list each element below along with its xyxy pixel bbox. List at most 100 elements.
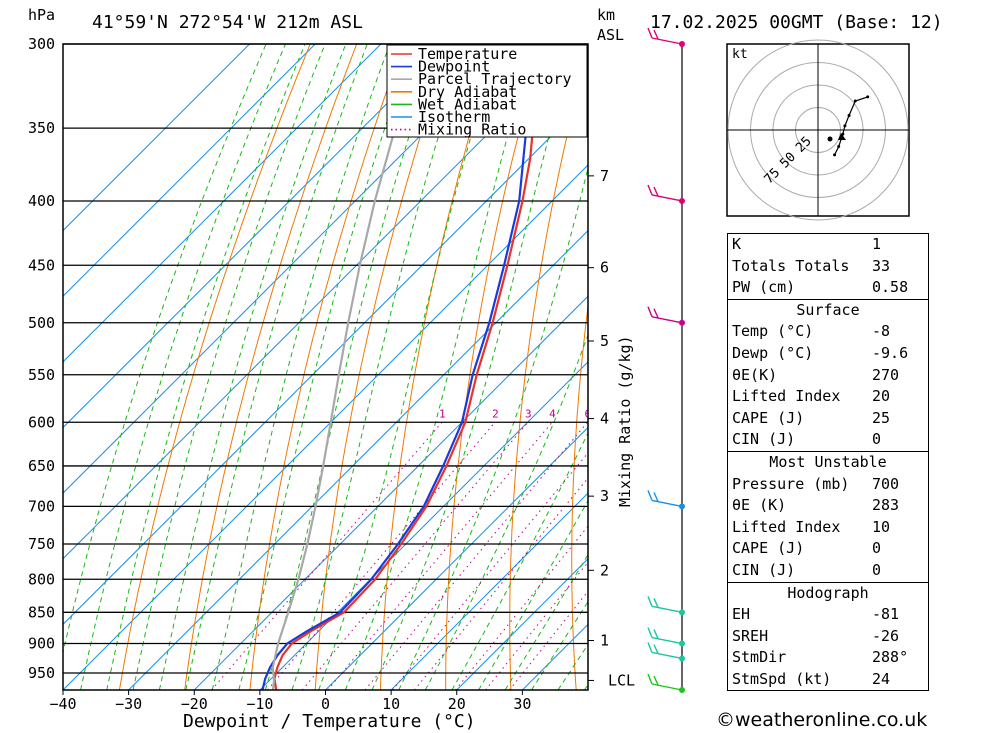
x-tick-label: 0: [321, 695, 330, 713]
credit-text: ©weatheronline.co.uk: [716, 709, 928, 731]
mixing-ratio-label: 6: [584, 407, 591, 420]
wind-barb-flag: [653, 29, 659, 40]
wind-barb-flag: [647, 306, 653, 318]
pressure-tick-label: 800: [28, 570, 55, 588]
wind-barb-flag: [647, 642, 653, 653]
wet-adiabat-line: [185, 44, 368, 690]
hodograph-row: EH -81: [728, 604, 928, 626]
wet-adiabat-line: [80, 44, 286, 690]
isotherm-line: [63, 44, 447, 429]
hpa-label: hPa: [28, 6, 55, 24]
wet-adiabat-line: [371, 44, 575, 690]
hodograph-point: [866, 95, 870, 99]
pressure-tick-label: 500: [28, 314, 55, 332]
wind-barb: [651, 636, 683, 645]
wet-adiabat-line: [318, 44, 500, 690]
index-value: 25: [872, 408, 891, 427]
index-label: CIN (J): [732, 560, 796, 579]
index-value: 700: [872, 474, 900, 493]
mixing-ratio-line: [301, 421, 529, 690]
index-value: 270: [872, 365, 900, 384]
dry-adiabat-line: [249, 44, 404, 690]
wind-barb-flag: [647, 490, 653, 501]
hodograph-unit: kt: [732, 47, 748, 62]
wet-adiabat-line: [211, 44, 391, 690]
most-unstable-row: θE (K) 283: [728, 495, 928, 517]
index-value: 33: [872, 256, 891, 275]
pressure-tick-label: 400: [28, 192, 55, 210]
mean-wind-marker: [827, 136, 833, 142]
pressure-tick-label: 850: [28, 603, 55, 621]
legend-entry: Parcel Trajectory: [418, 70, 572, 88]
index-label: K: [732, 235, 742, 253]
wind-barb-flag: [653, 644, 659, 654]
dry-adiabat-line: [690, 44, 729, 690]
surface-row: Lifted Index 20: [728, 386, 928, 408]
mixing-ratio-line: [327, 421, 553, 690]
pressure-tick-label: 550: [28, 366, 55, 384]
index-label: EH: [732, 605, 751, 624]
temperature-line: [273, 55, 588, 690]
legend-entry: Isotherm: [418, 108, 490, 126]
legend-entry: Temperature: [418, 45, 517, 63]
wet-adiabat-line: [398, 166, 588, 690]
wind-barb-flag: [647, 673, 653, 685]
index-value: -8: [872, 322, 891, 341]
mixing-ratio-line: [392, 452, 588, 690]
wind-barb-flag: [653, 675, 659, 686]
surface-row: θE(K) 270: [728, 365, 928, 387]
dry-adiabat-line: [957, 44, 1000, 690]
x-tick-label: −10: [246, 695, 273, 713]
hodograph-header: Hodograph: [787, 583, 869, 602]
surface-row: Temp (°C) -8: [728, 321, 928, 343]
most-unstable-header: Most Unstable: [769, 452, 887, 471]
index-label: Lifted Index: [732, 387, 841, 406]
x-tick-label: −30: [115, 695, 142, 713]
isotherm-line: [63, 44, 250, 232]
background-lines: 1 2 3 4 6 8 10 15 20 25: [63, 44, 1000, 690]
km-tick-label: 1: [600, 631, 609, 649]
mixing-ratio-label: 4: [549, 407, 556, 420]
x-tick-label: 30: [513, 695, 531, 713]
index-value: 0: [872, 560, 882, 579]
wind-barb: [651, 605, 683, 614]
hodograph-point: [843, 124, 847, 128]
surface-header: Surface: [796, 300, 860, 319]
mixing-ratio-label: 1: [439, 407, 446, 420]
axis-labels: 3003504004505005506006507007508008509009…: [28, 35, 635, 713]
x-tick-label: 10: [382, 695, 400, 713]
parcel-trajectory-line: [271, 127, 397, 690]
storm-motion-marker: [838, 133, 846, 140]
index-row-totals: Totals Totals 33: [728, 256, 928, 278]
index-value: 0.58: [872, 278, 909, 297]
wind-barb-flag: [647, 596, 653, 607]
surface-row: CAPE (J) 25: [728, 408, 928, 430]
wind-barb: [651, 316, 683, 324]
wind-barb: [651, 194, 683, 202]
isotherm-line: [193, 295, 588, 690]
index-label: Totals Totals: [732, 256, 850, 275]
index-value: 0: [872, 539, 882, 558]
legend-entry: Wet Adiabat: [418, 95, 517, 113]
isotherm-line: [390, 492, 588, 690]
mixing-ratio-axis-title: Mixing Ratio (g/kg): [616, 335, 634, 507]
hodograph-row: SREH -26: [728, 626, 928, 648]
index-value: -81: [872, 605, 900, 624]
wind-barb: [651, 499, 683, 508]
index-label: Temp (°C): [732, 322, 814, 341]
legend-entry: Dry Adiabat: [418, 83, 517, 101]
hodograph-row: StmSpd (kt) 24: [728, 669, 928, 691]
wet-adiabat-line: [106, 44, 306, 690]
index-label: CIN (J): [732, 430, 796, 449]
profiles: [261, 44, 588, 690]
km-tick-label: 2: [600, 561, 609, 579]
km-tick-label: LCL: [608, 671, 635, 689]
index-label: CAPE (J): [732, 539, 805, 558]
dry-adiabat-line: [379, 44, 497, 690]
index-row-pw: PW (cm) 0.58: [728, 277, 928, 299]
mixing-ratio-label: 20: [698, 407, 711, 420]
mixing-ratio-line: [485, 561, 588, 690]
most-unstable-row: CAPE (J) 0: [728, 538, 928, 560]
